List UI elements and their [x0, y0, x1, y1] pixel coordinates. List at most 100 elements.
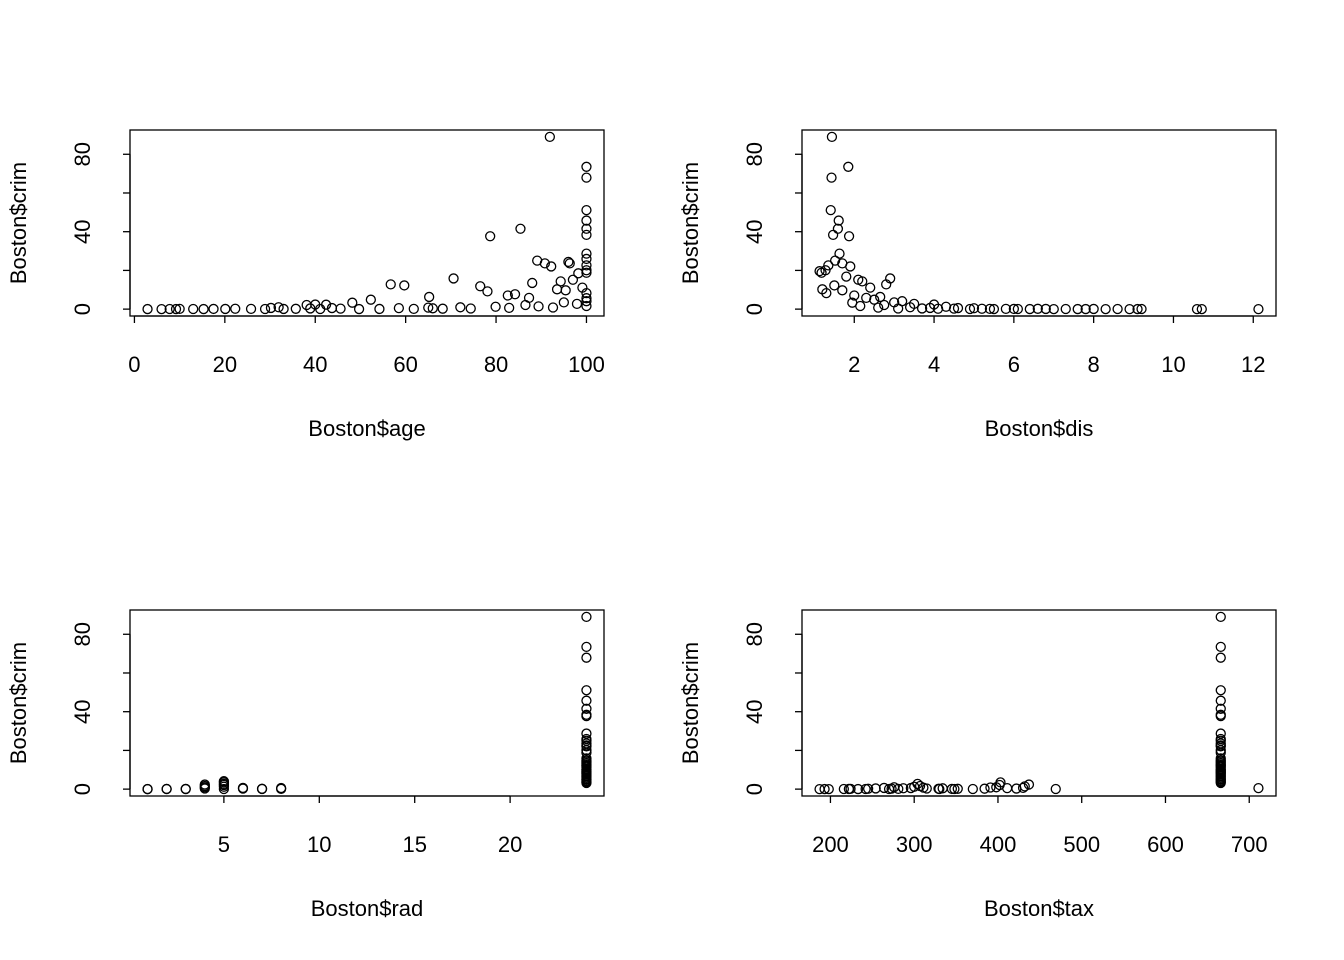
point — [278, 303, 289, 315]
point — [581, 611, 592, 623]
point — [161, 783, 172, 795]
point — [335, 303, 346, 314]
point — [843, 161, 854, 172]
x-tick-label: 10 — [1161, 352, 1185, 377]
point — [893, 303, 904, 314]
point — [482, 286, 493, 297]
point — [823, 783, 834, 795]
point — [581, 741, 592, 752]
point — [581, 777, 592, 789]
point — [829, 280, 840, 291]
point — [833, 215, 844, 226]
point — [245, 303, 257, 315]
y-tick-label: 40 — [70, 699, 95, 723]
point — [424, 291, 435, 303]
point — [581, 293, 592, 304]
x-tick-label: 200 — [812, 832, 849, 857]
point — [188, 303, 199, 315]
point — [845, 261, 856, 272]
plot-frame — [129, 609, 605, 797]
point — [1215, 745, 1226, 756]
x-axis-label: Boston$age — [308, 416, 425, 441]
point — [475, 281, 486, 292]
point — [198, 303, 209, 315]
point — [869, 294, 880, 305]
point — [849, 290, 860, 301]
point — [551, 284, 563, 295]
point — [995, 777, 1006, 788]
point — [581, 267, 592, 278]
point — [857, 276, 868, 287]
point — [385, 279, 396, 290]
x-tick-label: 700 — [1231, 832, 1268, 857]
point — [924, 302, 936, 314]
x-tick-label: 100 — [568, 352, 605, 377]
plot-frame — [801, 129, 1277, 317]
point — [879, 299, 890, 311]
point — [558, 297, 570, 308]
point — [1253, 782, 1264, 794]
point — [581, 161, 592, 172]
point — [826, 172, 837, 183]
point — [976, 303, 988, 314]
y-tick-label: 40 — [742, 699, 767, 723]
point — [490, 301, 501, 312]
point — [845, 783, 856, 795]
point — [515, 223, 526, 234]
x-tick-label: 600 — [1147, 832, 1184, 857]
y-tick-label: 40 — [742, 219, 767, 243]
point — [547, 302, 559, 313]
point — [1100, 303, 1111, 315]
point — [237, 782, 249, 794]
point — [1215, 611, 1226, 623]
point — [964, 303, 976, 315]
point — [904, 302, 916, 313]
point — [1000, 303, 1012, 315]
point — [814, 266, 825, 277]
plot-frame — [801, 609, 1277, 797]
point — [898, 783, 909, 794]
point — [1040, 303, 1051, 315]
point — [1048, 303, 1059, 315]
point — [208, 303, 219, 315]
point — [1088, 303, 1099, 315]
point — [1124, 303, 1135, 315]
point — [275, 782, 287, 794]
x-axis-label: Boston$tax — [984, 896, 1094, 921]
point — [1002, 782, 1013, 794]
point — [1032, 303, 1043, 314]
point — [563, 256, 574, 268]
point — [581, 229, 592, 241]
point — [948, 303, 960, 314]
y-tick-label: 40 — [70, 219, 95, 243]
point — [1215, 741, 1226, 752]
point — [520, 299, 531, 311]
point — [142, 783, 153, 795]
point — [581, 287, 592, 299]
point — [347, 297, 358, 308]
x-axis-label: Boston$dis — [985, 416, 1094, 441]
point — [353, 303, 365, 315]
point — [949, 783, 960, 795]
x-tick-label: 20 — [498, 832, 522, 857]
point — [837, 285, 848, 296]
point — [819, 783, 830, 795]
point — [259, 303, 271, 315]
point — [564, 258, 575, 269]
point — [967, 783, 978, 795]
point — [365, 294, 376, 305]
point — [1072, 303, 1083, 315]
point — [932, 303, 944, 314]
point — [156, 303, 167, 315]
point — [581, 253, 592, 265]
point — [1012, 303, 1024, 315]
point — [873, 302, 884, 313]
x-tick-label: 2 — [848, 352, 860, 377]
point — [881, 279, 892, 290]
point — [142, 303, 153, 315]
point — [921, 783, 932, 794]
point — [581, 641, 592, 653]
point — [581, 728, 592, 739]
point — [826, 131, 838, 143]
